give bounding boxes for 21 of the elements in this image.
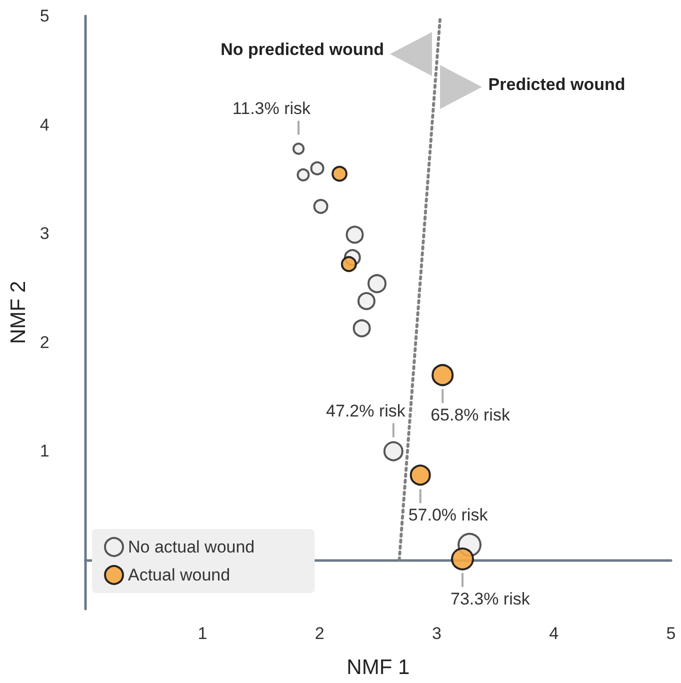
- y-tick-label: 3: [40, 224, 50, 244]
- y-tick-label: 5: [40, 6, 50, 26]
- legend-label: No actual wound: [128, 538, 255, 556]
- x-tick-label: 3: [432, 624, 442, 643]
- annotation: No predicted wound: [220, 40, 384, 60]
- x-axis-title: NMF 1: [346, 656, 410, 679]
- annotation: Predicted wound: [488, 75, 626, 94]
- y-tick-label: 1: [40, 442, 50, 461]
- annotation: 65.8% risk: [430, 406, 510, 425]
- x-tick-label: 5: [666, 624, 676, 643]
- legend-label: Actual wound: [128, 566, 230, 584]
- annotation: 11.3% risk: [232, 99, 312, 118]
- annotation: 73.3% risk: [450, 589, 530, 608]
- x-tick-label: 4: [549, 624, 559, 643]
- y-axis-title: NMF 2: [7, 281, 30, 344]
- annotation: 47.2% risk: [326, 402, 406, 421]
- x-tick-label: 1: [198, 624, 208, 643]
- annotation: 57.0% risk: [408, 506, 488, 525]
- y-tick-label: 2: [40, 332, 50, 352]
- x-tick-label: 2: [314, 624, 324, 643]
- y-tick-label: 4: [40, 115, 50, 134]
